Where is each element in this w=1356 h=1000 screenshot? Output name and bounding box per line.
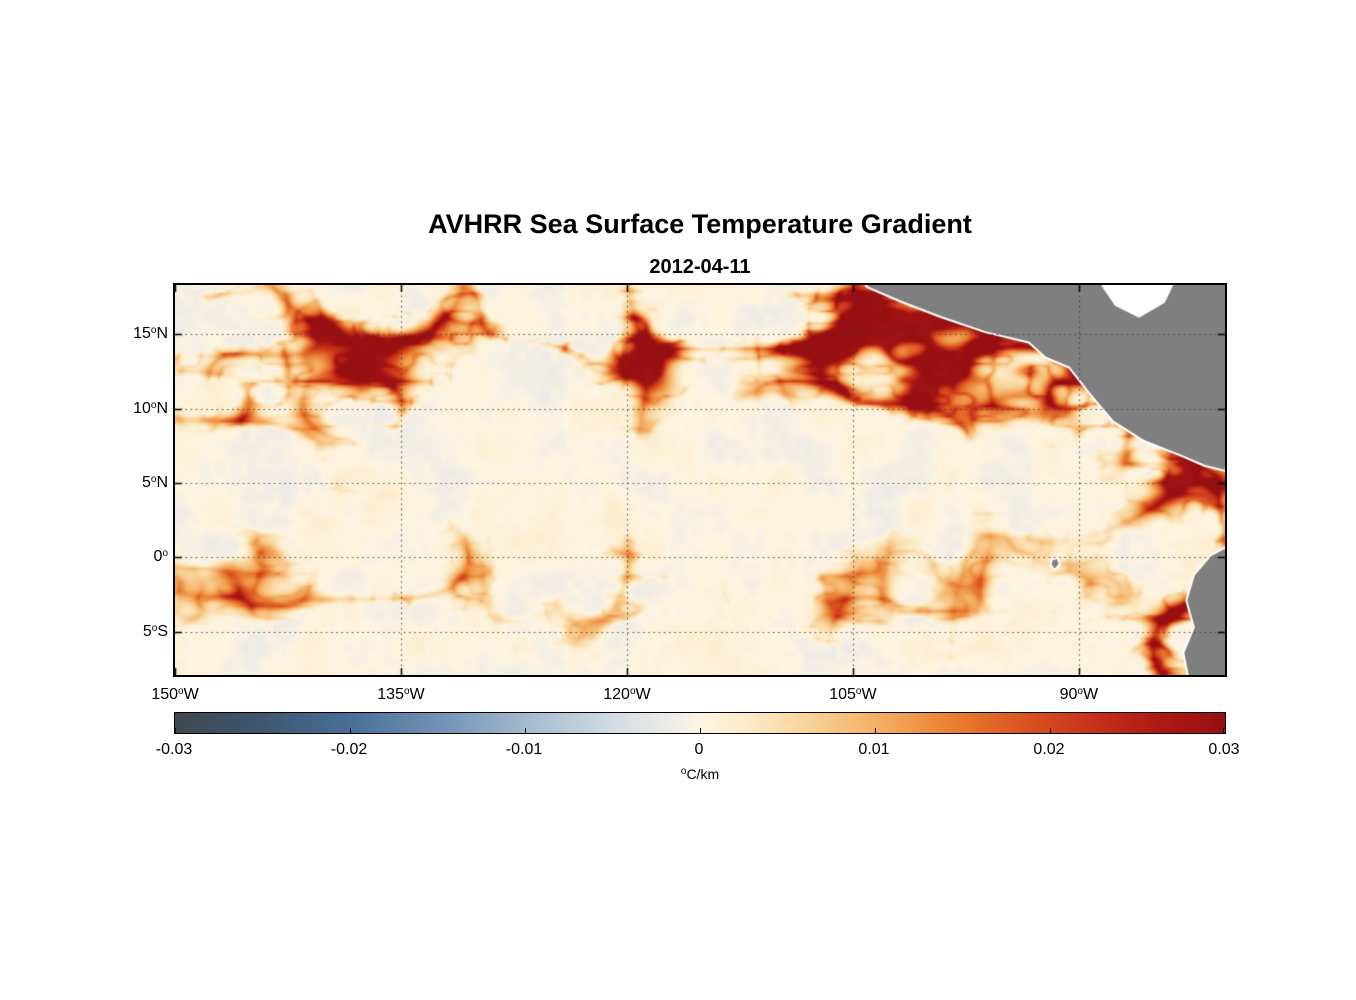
sst-gradient-heatmap [175, 285, 1225, 675]
colorbar-tick-label: 0.02 [1033, 741, 1065, 758]
colorbar-tick [1223, 728, 1224, 733]
degree-symbol: o [680, 766, 687, 777]
chart-title: AVHRR Sea Surface Temperature Gradient [428, 209, 972, 239]
x-axis-tick-label: 105oW [829, 686, 877, 703]
y-axis-tick-label: 0o [153, 548, 168, 566]
colorbar-tick-label: 0.03 [1208, 741, 1240, 758]
colorbar-tick-label: 0.01 [858, 741, 890, 758]
colorbar-tick [525, 728, 526, 733]
colorbar-tick [875, 728, 876, 733]
x-axis-tick-label: 120oW [603, 686, 651, 703]
x-axis-tick-label: 90oW [1059, 686, 1099, 703]
degree-symbol: o [1077, 686, 1083, 697]
colorbar-tick-label: -0.02 [330, 741, 368, 758]
colorbar-tick-label: 0 [694, 741, 704, 758]
y-axis-tick-label: 5oN [141, 473, 168, 491]
degree-symbol: o [150, 325, 157, 337]
colorbar-tick [700, 728, 701, 733]
y-axis-tick-label: 5oS [142, 622, 168, 640]
degree-symbol: o [629, 686, 636, 697]
colorbar-tick [175, 728, 176, 733]
x-axis-tick-label: 150oW [151, 686, 199, 703]
degree-symbol: o [855, 686, 862, 697]
colorbar-tick [350, 728, 351, 733]
x-axis-tick-label: 135oW [377, 686, 425, 703]
degree-symbol: o [150, 473, 157, 485]
degree-symbol: o [403, 686, 410, 697]
colorbar-units-label: oC/km [680, 766, 720, 782]
colorbar-tick-label: -0.01 [505, 741, 543, 758]
colorbar-tick [1050, 728, 1051, 733]
map-plot-area [173, 283, 1227, 677]
chart-subtitle: 2012-04-11 [649, 256, 751, 278]
y-axis-tick-label: 10oN [133, 399, 168, 417]
y-axis-tick-label: 15oN [133, 325, 168, 343]
degree-symbol: o [150, 399, 157, 411]
colorbar-tick-label: -0.03 [155, 741, 193, 758]
degree-symbol: o [162, 548, 168, 560]
degree-symbol: o [151, 622, 158, 634]
degree-symbol: o [178, 686, 184, 697]
colorbar [174, 712, 1226, 734]
